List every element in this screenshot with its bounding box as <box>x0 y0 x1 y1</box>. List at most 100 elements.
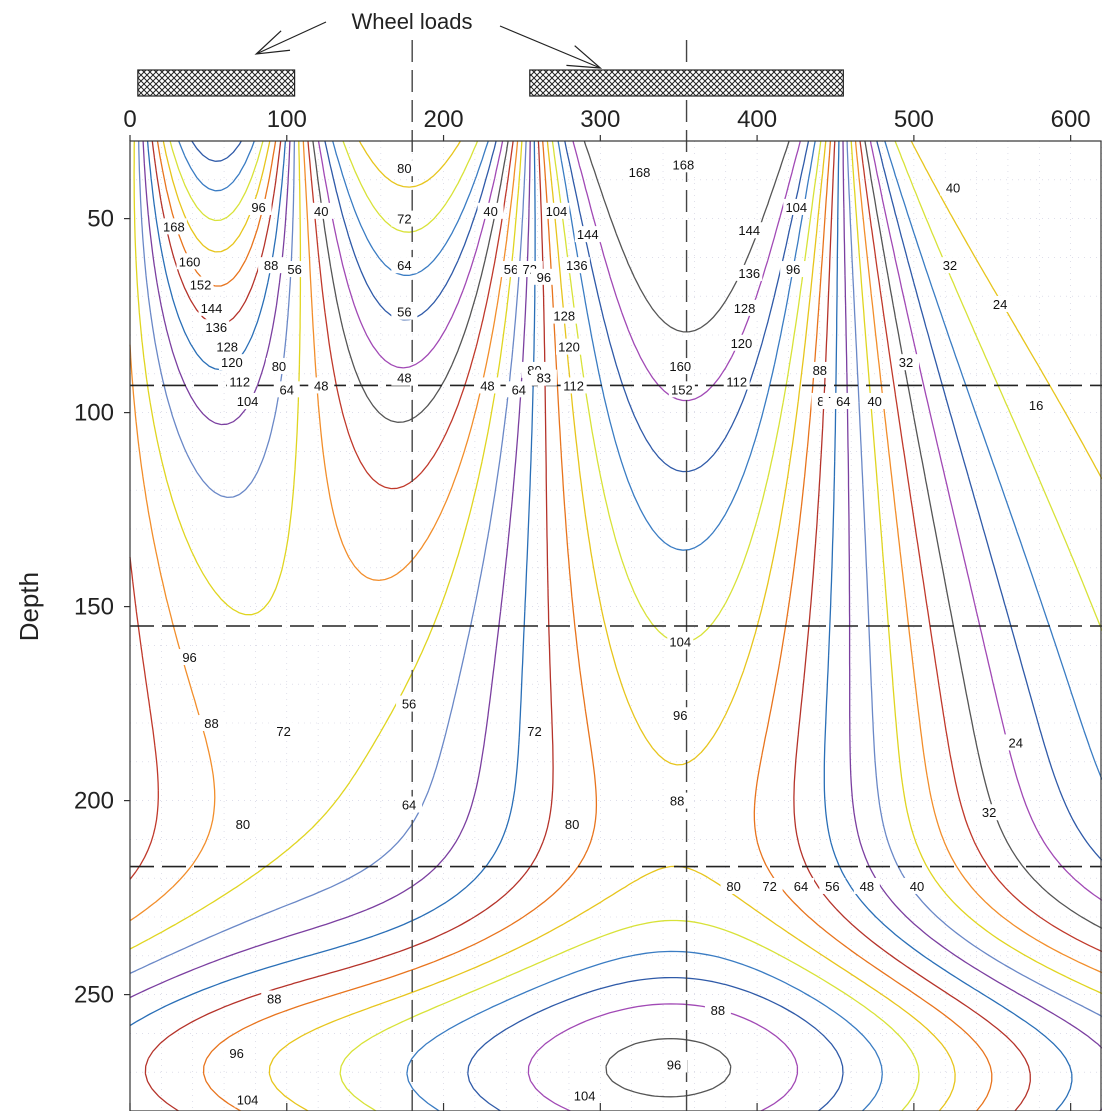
contour-label: 152 <box>190 278 212 293</box>
wheel-loads <box>137 69 844 97</box>
y-tick-label: 250 <box>74 982 114 1009</box>
contour-label-bg <box>391 303 418 320</box>
contour-line-120 <box>156 140 993 1111</box>
y-axis-title: Depth <box>14 572 44 641</box>
contour-label: 104 <box>574 1088 596 1103</box>
contour-label: 96 <box>667 1057 681 1072</box>
contour-label-bg <box>551 307 578 324</box>
contour-label-bg <box>787 877 814 894</box>
annotation-arrows <box>254 21 603 69</box>
x-tick-label: 100 <box>267 106 307 133</box>
x-tick-label: 0 <box>123 106 136 133</box>
contour-label-bg <box>160 218 187 235</box>
contour-label-bg <box>756 877 783 894</box>
x-tick-label: 600 <box>1051 106 1091 133</box>
contour-label: 80 <box>565 817 579 832</box>
contour-label: 56 <box>397 305 411 320</box>
contour-label: 64 <box>402 797 416 812</box>
contour-label: 40 <box>314 204 328 219</box>
contour-label: 64 <box>397 258 411 273</box>
contour-label-bg <box>530 369 557 386</box>
x-tick-label: 400 <box>737 106 777 133</box>
contour-label-bg <box>396 695 423 712</box>
annotation-arrowhead <box>566 45 603 69</box>
contour-label-bg <box>176 253 203 270</box>
contour-label: 112 <box>563 378 584 393</box>
contour-label-bg <box>830 392 857 409</box>
contour-label-bg <box>308 377 335 394</box>
contour-label-bg <box>736 264 763 281</box>
contour-label: 72 <box>397 212 411 227</box>
contour-label: 64 <box>280 382 294 397</box>
contour-label-bg <box>731 299 758 316</box>
contour-line-88 <box>129 140 1102 1017</box>
contour-label: 48 <box>397 371 411 386</box>
contour-label-bg <box>273 381 300 398</box>
contour-label: 88 <box>670 794 684 809</box>
contour-label-bg <box>574 226 601 243</box>
contour-label: 32 <box>943 258 957 273</box>
contour-label-bg <box>664 792 691 809</box>
contour-label: 88 <box>264 258 278 273</box>
contour-label: 32 <box>982 805 996 820</box>
contour-label: 80 <box>397 161 411 176</box>
contour-label: 96 <box>251 200 265 215</box>
contour-label: 88 <box>711 1003 725 1018</box>
contour-label: 136 <box>738 266 760 281</box>
contour-label-bg <box>720 877 747 894</box>
contour-label: 48 <box>314 378 328 393</box>
contour-label-bg <box>505 381 532 398</box>
contour-label-bg <box>281 261 308 278</box>
contour-label-bg <box>819 877 846 894</box>
contour-label: 104 <box>237 1092 259 1107</box>
contour-label: 40 <box>867 394 881 409</box>
contour-label-bg <box>226 373 253 390</box>
contour-label: 24 <box>1009 735 1023 750</box>
plot-frame <box>129 140 1102 1111</box>
contour-label-bg <box>229 815 256 832</box>
contour-label-bg <box>1023 396 1050 413</box>
contour-label-bg <box>391 160 418 177</box>
contour-label-bg <box>308 202 335 219</box>
contour-label: 144 <box>201 301 223 316</box>
annotation-arrowhead <box>254 30 291 55</box>
contour-line-64 <box>129 140 1102 953</box>
contour-line-16 <box>358 140 1102 480</box>
contour-line-136 <box>169 140 920 1111</box>
contour-line-32 <box>332 140 1102 780</box>
contour-label-bg <box>806 361 833 378</box>
contour-label-bg <box>214 338 241 355</box>
wheel-loads-annotation: Wheel loads <box>351 9 472 34</box>
contour-label: 96 <box>537 270 551 285</box>
contour-label: 48 <box>480 378 494 393</box>
contour-label: 72 <box>276 724 290 739</box>
contour-label: 128 <box>734 301 756 316</box>
contour-label: 104 <box>546 204 568 219</box>
contour-label: 96 <box>182 650 196 665</box>
contour-label: 40 <box>483 204 497 219</box>
contour-label-bg <box>893 354 920 371</box>
contour-label-bg <box>198 715 225 731</box>
contour-line-56 <box>312 140 1102 929</box>
contour-label-bg <box>936 257 963 274</box>
contour-label-bg <box>563 257 590 274</box>
contour-label-bg <box>668 381 695 398</box>
contour-label: 152 <box>671 382 693 397</box>
contour-label-bg <box>477 202 504 219</box>
contour-label: 40 <box>910 879 924 894</box>
grid <box>129 141 1102 1111</box>
contour-label: 72 <box>762 879 776 894</box>
contour-label: 88 <box>267 991 281 1006</box>
contour-label: 83 <box>537 371 551 386</box>
contour-label-bg <box>270 722 297 739</box>
contour-label: 168 <box>163 219 185 234</box>
contour-label: 144 <box>577 227 599 242</box>
contour-label: 96 <box>229 1046 243 1061</box>
contour-label: 112 <box>726 375 747 390</box>
y-tick-label: 50 <box>87 206 114 233</box>
contour-label: 120 <box>558 340 580 355</box>
contour-label: 24 <box>993 297 1007 312</box>
contour-label: 64 <box>794 879 808 894</box>
contour-label-bg <box>396 796 423 813</box>
